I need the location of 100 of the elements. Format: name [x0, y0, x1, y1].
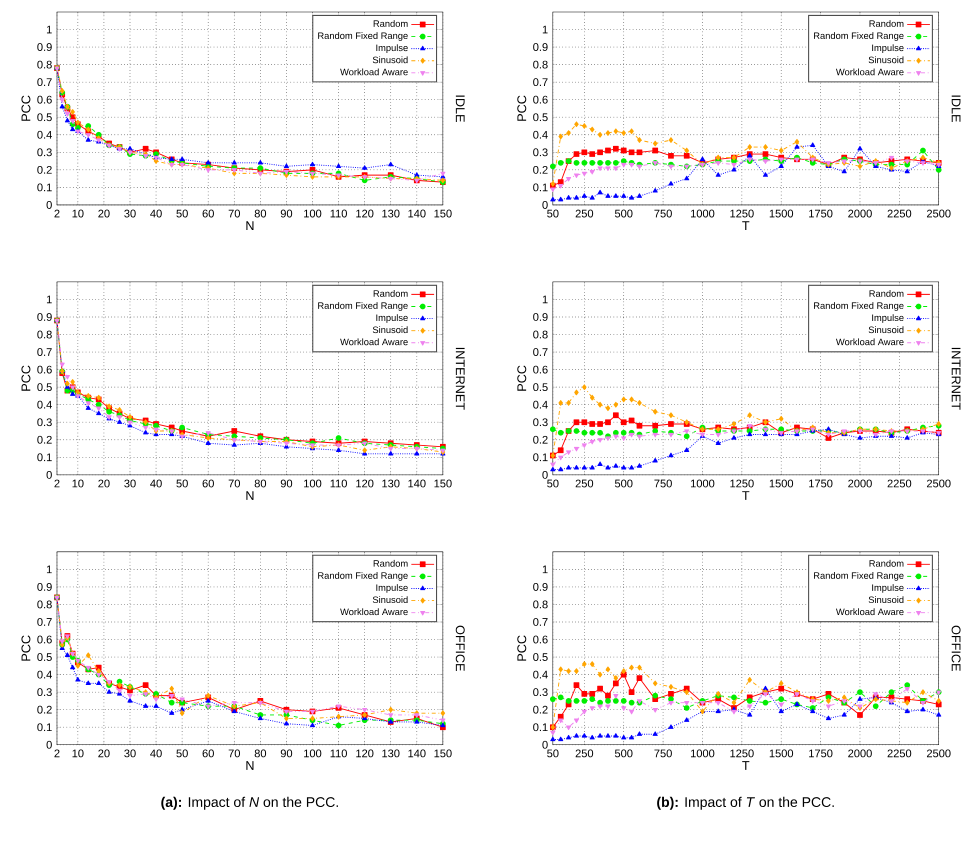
x-tick-label: 80 [254, 480, 266, 488]
x-tick-label: 1500 [770, 750, 794, 758]
x-tick-label: 80 [254, 750, 266, 758]
legend-label: Workload Aware [836, 68, 904, 76]
y-tick-label: 0.4 [37, 130, 52, 139]
x-tick-label: 130 [382, 480, 400, 488]
legend-label: Sinusoid [372, 326, 408, 334]
legend-label: Random Fixed Range [318, 302, 408, 311]
y-tick-label: 0.7 [37, 618, 52, 626]
x-tick-label: 10 [72, 750, 84, 758]
y-tick-label: 0.8 [533, 60, 548, 69]
x-tick-label: 120 [356, 210, 374, 218]
y-tick-label: 0.1 [533, 723, 548, 732]
y-tick-label: 1 [542, 566, 548, 574]
y-tick-label: 1 [46, 26, 52, 34]
legend-label: Impulse [376, 584, 408, 593]
x-tick-label: 500 [614, 210, 633, 218]
y-tick-label: 0.1 [533, 184, 548, 192]
y-tick-label: 0.2 [533, 436, 548, 444]
x-tick-label: 100 [304, 480, 322, 488]
x-tick-label: 1250 [730, 480, 754, 488]
x-tick-label: 2500 [926, 210, 951, 218]
x-tick-label: 140 [408, 750, 426, 758]
y-tick-label: 0.4 [37, 400, 52, 409]
x-axis-title: N [246, 221, 254, 230]
x-tick-label: 30 [124, 480, 136, 488]
y-tick-label: 0.4 [533, 400, 548, 409]
y2-axis-title: OFFICE [456, 626, 465, 672]
text: (a): Impact of N on the PCC. [161, 796, 338, 810]
x-tick-label: 130 [382, 210, 400, 218]
legend-label: Sinusoid [868, 56, 904, 64]
x-tick-label: 20 [98, 750, 110, 758]
y-tick-label: 0.8 [37, 600, 52, 608]
y-tick-label: 0.1 [37, 723, 52, 732]
y-tick-label: 0.6 [533, 366, 548, 374]
legend-label: Random Fixed Range [814, 302, 904, 311]
y-tick-label: 0.3 [37, 688, 52, 696]
x-tick-label: 10 [72, 210, 84, 218]
y-tick-label: 0.3 [533, 688, 548, 696]
x-axis-title: T [742, 221, 750, 230]
y-axis-title: PCC [517, 636, 526, 661]
x-tick-label: 60 [202, 210, 214, 218]
y-tick-label: 0.9 [533, 43, 548, 52]
y-tick-label: 1 [542, 296, 548, 304]
y-tick-label: 0.3 [37, 418, 52, 426]
y-tick-label: 0.9 [37, 583, 52, 591]
y-tick-label: 0.5 [533, 113, 548, 122]
legend-label: Sinusoid [868, 596, 904, 604]
y-tick-label: 0.6 [533, 636, 548, 644]
y-tick-label: 0.3 [37, 148, 52, 156]
x-tick-label: 20 [98, 210, 110, 218]
x-tick-label: 1750 [809, 210, 832, 218]
y-tick-label: 0.6 [37, 366, 52, 374]
legend-label: Impulse [872, 584, 904, 593]
x-tick-label: 70 [228, 750, 240, 758]
y-tick-label: 0.8 [533, 330, 548, 339]
x-tick-label: 150 [434, 750, 452, 758]
y-tick-label: 0.5 [533, 653, 548, 662]
legend-label: Workload Aware [836, 338, 904, 346]
y-tick-label: 0.5 [37, 113, 52, 122]
x-axis-title: N [246, 491, 254, 500]
y2-axis-title: IDLE [952, 96, 960, 122]
y-tick-label: 0.2 [533, 706, 548, 714]
x-tick-label: 2 [54, 480, 60, 488]
legend-label: Impulse [376, 314, 408, 324]
y-tick-label: 0.8 [37, 330, 52, 339]
y-tick-label: 0.8 [37, 60, 52, 69]
x-tick-label: 750 [654, 210, 672, 218]
y-tick-label: 0.2 [37, 436, 52, 444]
x-tick-label: 150 [434, 210, 452, 218]
y2-axis-title: INTERNET [952, 348, 960, 410]
x-tick-label: 1750 [809, 480, 832, 488]
x-tick-label: 2250 [888, 210, 912, 218]
y-tick-label: 0 [46, 471, 52, 479]
x-tick-label: 1000 [690, 750, 714, 758]
y-axis-title: PCC [21, 96, 30, 121]
y2-axis-title: OFFICE [952, 626, 961, 672]
y-tick-label: 0.9 [37, 43, 52, 52]
x-tick-label: 40 [150, 480, 162, 488]
y-tick-label: 0.5 [37, 383, 52, 392]
x-tick-label: 500 [614, 750, 633, 758]
y-axis-title: PCC [517, 96, 526, 121]
x-tick-label: 250 [576, 750, 594, 758]
x-axis-title: T [742, 491, 750, 500]
y-tick-label: 0.9 [533, 313, 548, 322]
x-tick-label: 50 [547, 750, 559, 758]
x-tick-label: 250 [576, 480, 594, 488]
legend-label: Workload Aware [340, 338, 408, 346]
x-tick-label: 2250 [888, 750, 912, 758]
y2-axis-title: INTERNET [456, 348, 465, 410]
x-tick-label: 50 [176, 750, 188, 758]
x-tick-label: 130 [382, 750, 400, 758]
x-tick-label: 2000 [848, 750, 872, 758]
x-tick-label: 70 [228, 480, 240, 488]
x-tick-label: 20 [98, 480, 110, 488]
y-axis-title: PCC [517, 366, 526, 391]
y-tick-label: 0.7 [37, 348, 52, 356]
x-tick-label: 110 [330, 750, 347, 758]
x-tick-label: 1000 [690, 480, 714, 488]
x-tick-label: 90 [280, 480, 292, 488]
